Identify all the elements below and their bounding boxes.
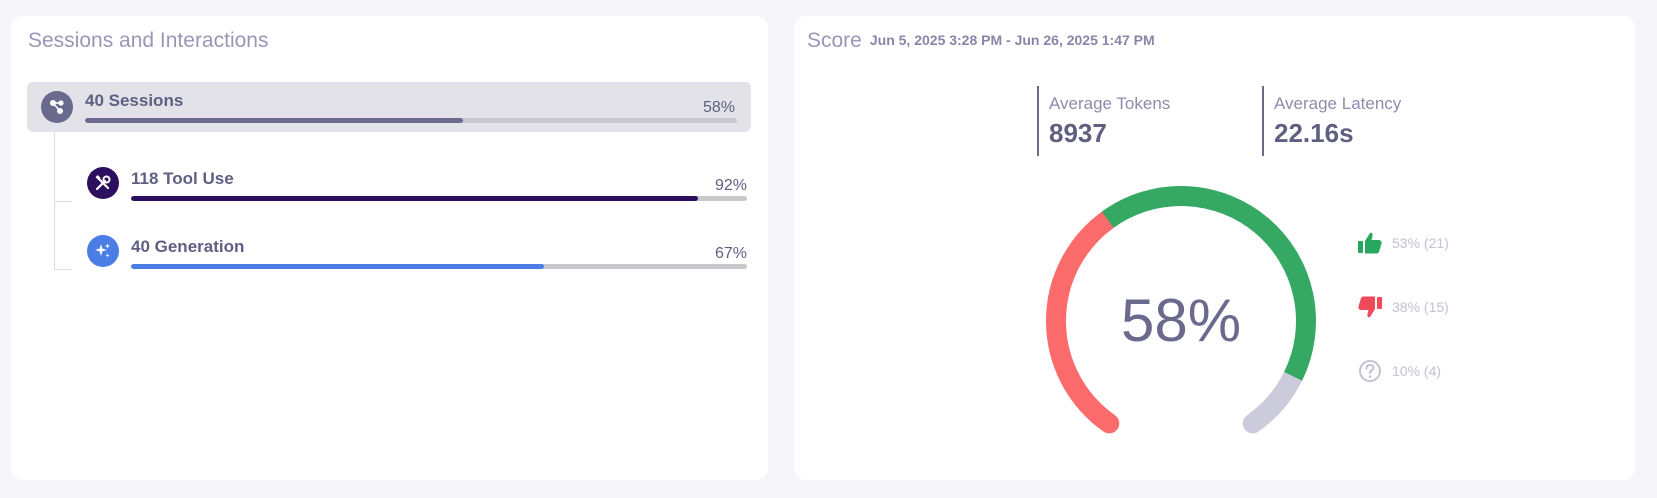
average-latency-metric: Average Latency 22.16s bbox=[1262, 86, 1401, 156]
sessions-card: Sessions and Interactions 40 Sessions 58… bbox=[11, 16, 768, 480]
legend-negative[interactable]: 38% (15) bbox=[1357, 293, 1449, 321]
average-tokens-label: Average Tokens bbox=[1049, 94, 1171, 113]
generation-progress-bar bbox=[131, 264, 747, 269]
sessions-nodes-icon bbox=[41, 91, 73, 123]
gauge-segment-unknown bbox=[1242, 366, 1304, 434]
average-tokens-value: 8937 bbox=[1049, 118, 1107, 148]
tool-use-progress-fill bbox=[131, 196, 698, 201]
tools-icon bbox=[87, 167, 119, 199]
thumbs-up-icon bbox=[1358, 232, 1382, 254]
generation-progress-fill bbox=[131, 264, 544, 269]
tool-use-percent: 92% bbox=[714, 177, 747, 194]
score-title: Score bbox=[807, 29, 862, 52]
date-range: Jun 5, 2025 3:28 PM - Jun 26, 2025 1:47 … bbox=[869, 32, 1155, 48]
score-card-header: Score Jun 5, 2025 3:28 PM - Jun 26, 2025 … bbox=[807, 29, 1155, 53]
sessions-card-title: Sessions and Interactions bbox=[28, 29, 269, 52]
legend-positive-text: 53% (21) bbox=[1392, 235, 1449, 251]
score-card: Score Jun 5, 2025 3:28 PM - Jun 26, 2025 … bbox=[794, 16, 1635, 480]
average-latency-label: Average Latency bbox=[1274, 94, 1402, 113]
sessions-label: 40 Sessions bbox=[85, 91, 184, 110]
generation-label: 40 Generation bbox=[131, 237, 245, 256]
tree-branch bbox=[54, 201, 72, 202]
tool-use-progress-bar bbox=[131, 196, 747, 201]
gauge-center-text: 58% bbox=[1121, 287, 1241, 354]
sessions-progress-fill bbox=[85, 118, 464, 123]
sessions-row[interactable]: 40 Sessions 58% bbox=[27, 82, 751, 132]
sessions-progress-bar bbox=[85, 118, 737, 123]
tree-branch bbox=[54, 269, 72, 270]
legend-unknown-text: 10% (4) bbox=[1392, 363, 1442, 379]
tool-use-label: 118 Tool Use bbox=[131, 169, 234, 188]
sparkle-icon bbox=[87, 235, 119, 267]
average-latency-value: 22.16s bbox=[1274, 118, 1354, 148]
legend-negative-text: 38% (15) bbox=[1392, 299, 1449, 315]
sessions-percent: 58% bbox=[702, 99, 735, 116]
gauge-segment-positive bbox=[1101, 186, 1316, 381]
legend-unknown[interactable]: 10% (4) bbox=[1357, 357, 1441, 385]
generation-percent: 67% bbox=[714, 245, 747, 262]
question-circle-icon bbox=[1359, 360, 1381, 382]
score-gauge: 58% bbox=[1046, 186, 1316, 434]
thumbs-down-icon bbox=[1358, 296, 1382, 318]
average-tokens-metric: Average Tokens 8937 bbox=[1037, 86, 1170, 156]
legend-positive[interactable]: 53% (21) bbox=[1357, 229, 1449, 257]
gauge-segment-negative bbox=[1046, 209, 1120, 434]
